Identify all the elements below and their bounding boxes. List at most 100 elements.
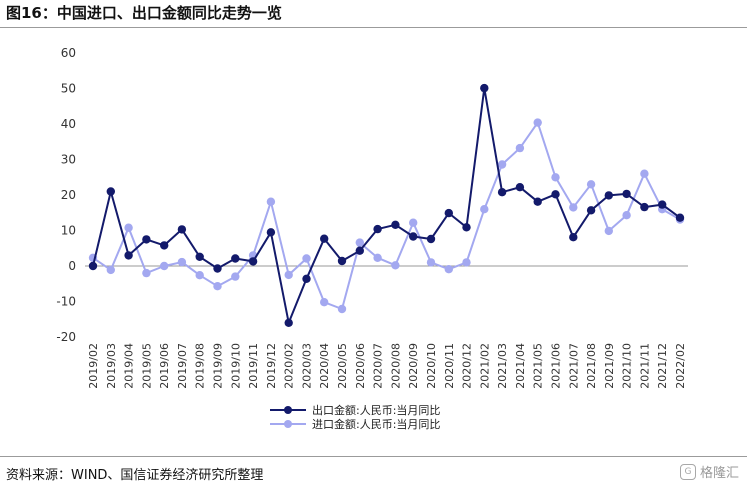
data-point — [551, 190, 560, 199]
x-tick-label: 2021/10 — [621, 343, 634, 389]
data-point — [551, 173, 560, 182]
legend-swatch-marker — [284, 406, 292, 414]
x-tick-label: 2019/09 — [212, 343, 225, 389]
data-point — [426, 234, 436, 244]
data-point — [160, 261, 169, 271]
data-point — [160, 241, 169, 250]
x-tick-label: 2020/07 — [372, 343, 385, 389]
data-point — [142, 268, 151, 278]
data-point — [284, 318, 293, 327]
data-point — [88, 261, 98, 271]
x-tick-label: 2020/11 — [443, 343, 456, 389]
data-point — [426, 258, 436, 267]
data-point — [195, 252, 204, 261]
x-tick-label: 2021/07 — [567, 343, 580, 389]
x-tick-label: 2020/06 — [354, 343, 367, 389]
legend-label: 出口金额:人民币:当月同比 — [312, 403, 440, 417]
data-point — [337, 256, 347, 266]
x-tick-label: 2019/12 — [265, 343, 278, 389]
x-tick-label: 2019/03 — [105, 343, 118, 389]
x-tick-label: 2020/05 — [336, 343, 349, 389]
data-point — [515, 143, 525, 153]
y-tick-label: 10 — [61, 224, 76, 238]
y-tick-label: 60 — [61, 46, 76, 60]
data-point — [409, 218, 418, 227]
data-point — [569, 233, 578, 242]
data-point — [320, 234, 329, 243]
series-line — [92, 87, 681, 324]
x-tick-label: 2019/10 — [229, 343, 242, 389]
data-point — [586, 206, 596, 215]
watermark: G 格隆汇 — [679, 462, 739, 481]
x-tick-label: 2020/08 — [389, 343, 402, 389]
data-point — [586, 180, 596, 189]
x-tick-label: 2019/11 — [247, 343, 260, 389]
x-tick-label: 2020/12 — [461, 343, 474, 389]
data-point — [604, 191, 613, 200]
data-point — [266, 197, 276, 206]
data-point — [142, 235, 151, 244]
data-point — [480, 83, 489, 93]
data-point — [497, 160, 507, 169]
data-point — [409, 232, 418, 241]
data-point — [337, 304, 347, 314]
data-point — [640, 169, 649, 178]
x-tick-label: 2021/08 — [585, 343, 598, 389]
data-point — [533, 197, 542, 206]
data-point — [213, 282, 222, 291]
top-divider — [0, 27, 747, 28]
data-point — [373, 224, 382, 234]
data-point — [248, 257, 258, 266]
data-point — [284, 270, 293, 280]
data-point — [462, 223, 471, 232]
data-point — [302, 274, 311, 283]
watermark-text: 格隆汇 — [699, 466, 739, 481]
x-tick-label: 2021/12 — [656, 343, 669, 389]
data-point — [177, 257, 187, 267]
data-point — [231, 272, 240, 281]
data-point — [515, 183, 525, 192]
data-point — [497, 188, 507, 197]
data-point — [480, 205, 489, 214]
x-tick-label: 2020/02 — [283, 343, 296, 389]
data-point — [462, 258, 471, 267]
x-tick-label: 2019/07 — [176, 343, 189, 389]
series-line — [92, 121, 681, 310]
x-tick-label: 2019/06 — [158, 343, 171, 389]
y-tick-label: 0 — [68, 259, 76, 273]
legend-swatch-marker — [284, 420, 292, 428]
bottom-divider — [0, 456, 747, 457]
y-tick-label: -10 — [56, 295, 76, 309]
x-tick-label: 2019/08 — [194, 343, 207, 389]
x-tick-label: 2021/11 — [638, 343, 651, 389]
data-point — [675, 213, 685, 222]
data-point — [622, 189, 631, 199]
data-point — [231, 254, 240, 263]
data-point — [266, 228, 276, 237]
chart-title: 图16：中国进口、出口金额同比走势一览 — [6, 4, 282, 22]
x-tick-label: 2021/02 — [478, 343, 491, 389]
x-tick-label: 2019/02 — [87, 343, 100, 389]
data-point — [604, 226, 613, 236]
data-point — [391, 261, 400, 270]
y-tick-label: 40 — [61, 117, 76, 131]
line-chart: -20 -10 0 10 20 30 40 50 60 2019/02 2019/03 2019/04… — [56, 46, 688, 431]
x-tick-label: 2021/03 — [496, 343, 509, 389]
data-point — [106, 265, 116, 275]
x-tick-label: 2021/05 — [532, 343, 545, 389]
data-point — [302, 254, 311, 263]
y-tick-label: 20 — [61, 188, 76, 202]
data-point — [569, 203, 578, 212]
y-tick-label: -20 — [56, 330, 76, 344]
data-point — [320, 298, 329, 307]
data-point — [195, 271, 204, 280]
data-point — [213, 264, 222, 273]
x-tick-label: 2019/04 — [123, 343, 136, 389]
x-tick-label: 2020/09 — [407, 343, 420, 389]
data-point — [444, 208, 453, 218]
x-tick-label: 2021/04 — [514, 343, 527, 389]
x-tick-label: 2020/04 — [318, 343, 331, 389]
data-point — [533, 118, 542, 127]
data-point — [658, 200, 667, 209]
legend-label: 进口金额:人民币:当月同比 — [312, 417, 440, 431]
